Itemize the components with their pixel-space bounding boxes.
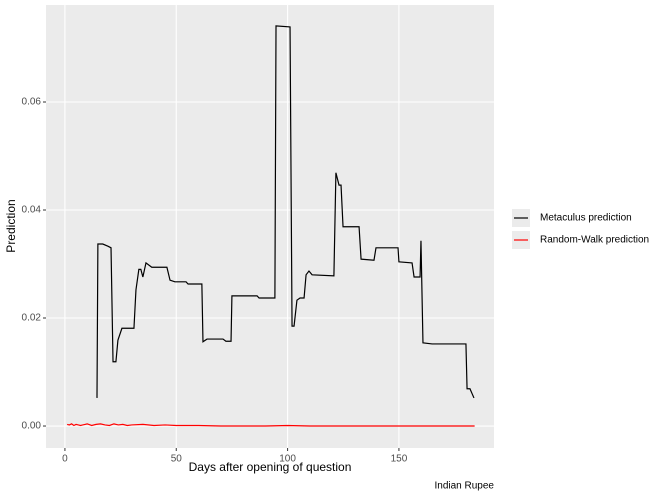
legend-label: Random-Walk prediction (540, 235, 649, 246)
line (67, 423, 475, 427)
y-tick-label: 0.00 (22, 421, 42, 432)
x-tick-label: 50 (171, 454, 183, 465)
caption: Indian Rupee (435, 481, 495, 492)
panel (46, 5, 494, 448)
line (96, 25, 475, 399)
y-tick-label: 0.06 (22, 97, 42, 108)
y-axis-title: Prediction (4, 199, 18, 252)
y-tick-label: 0.04 (22, 205, 42, 216)
y-tick-label: 0.02 (22, 313, 42, 324)
x-tick-label: 0 (62, 454, 68, 465)
x-tick-label: 100 (279, 454, 296, 465)
legend-label: Metaculus prediction (540, 213, 632, 224)
x-axis-title: Days after opening of question (189, 460, 352, 474)
x-tick-label: 150 (391, 454, 408, 465)
